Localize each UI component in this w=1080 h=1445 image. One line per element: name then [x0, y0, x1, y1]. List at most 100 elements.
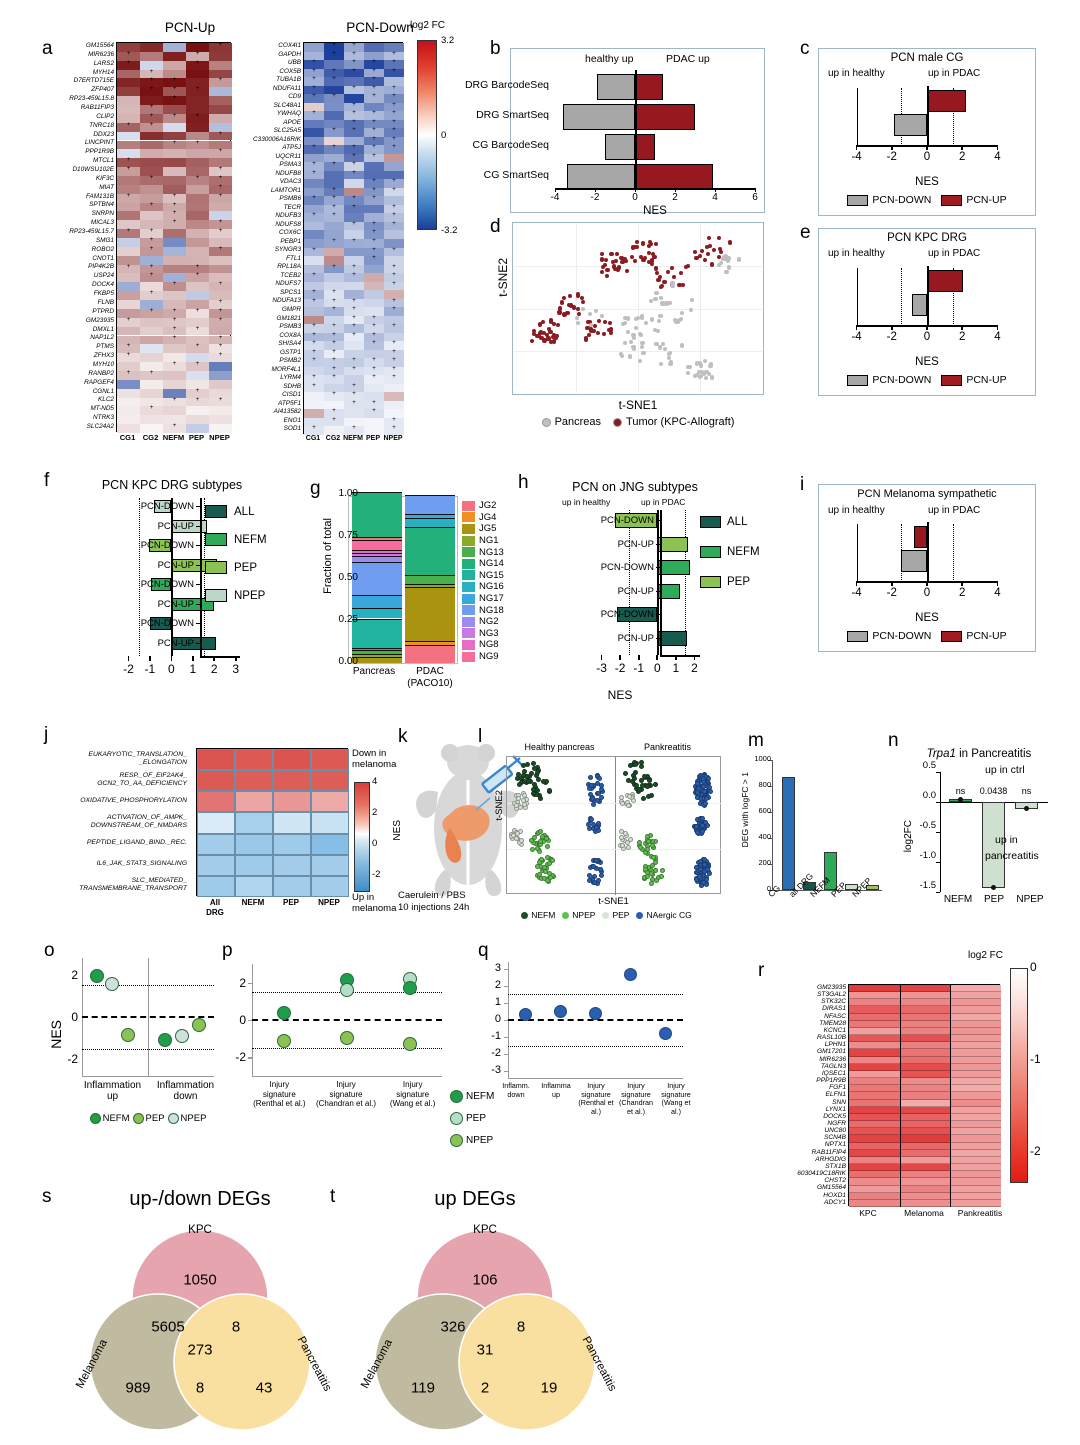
panel-label-s: s: [42, 1186, 52, 1207]
gene-label: FTL1: [286, 254, 301, 262]
heatmap-cell: [344, 230, 364, 239]
heatmap-cell: [304, 68, 324, 78]
heatmap-cell: [384, 204, 404, 214]
heatmap-cell: [849, 1171, 900, 1179]
data-point: [583, 337, 588, 342]
gene-label: NDUFS8: [275, 220, 301, 228]
y-tick: [504, 985, 508, 988]
heatmap-cell: [186, 326, 209, 336]
data-point: [618, 828, 624, 834]
stack-segment-pdac: [405, 641, 455, 646]
legend-label: NPEP: [466, 1135, 494, 1146]
heatmap-cell: [117, 96, 140, 106]
heatmap-cell: [344, 119, 364, 129]
data-point: [618, 794, 624, 800]
panel-l-right-title: Pankreatitis: [643, 742, 692, 752]
significance-marker: +: [312, 382, 316, 389]
threshold-line: [953, 88, 955, 146]
heatmap-cell: [209, 264, 232, 274]
significance-marker: +: [195, 263, 200, 270]
heatmap-cell: [384, 43, 404, 52]
category-label: DRG SmartSeq: [476, 109, 549, 121]
heatmap-cell: [163, 335, 186, 345]
legend-swatch: [847, 630, 869, 642]
stack-segment-pancreas: [352, 491, 402, 537]
significance-marker: +: [332, 374, 336, 381]
data-point: [576, 321, 581, 326]
legend-swatch: [700, 546, 721, 558]
significance-marker: +: [149, 121, 154, 128]
heatmap-cell: [950, 1013, 1001, 1021]
heatmap-cell: [364, 128, 384, 137]
significance-marker: +: [392, 340, 396, 347]
significance-marker: +: [352, 382, 356, 389]
x-tick: [996, 325, 999, 330]
stack-segment-pdac: [405, 517, 455, 527]
data-point: [692, 250, 697, 255]
panel-a-heatmap-up: + + + + + + + + + + + + + + + + + + + + + + + + + + + + + + + + + + + + + + + +…: [116, 42, 232, 433]
data-point: [594, 308, 599, 313]
heatmap-cell: [344, 187, 364, 197]
significance-marker: +: [352, 118, 356, 125]
stack-segment-pdac: [405, 574, 455, 585]
heatmap-cell: [324, 256, 344, 265]
heatmap-cell: [950, 1056, 1001, 1064]
y-tick: [768, 812, 772, 814]
heatmap-cell: [324, 290, 344, 299]
heatmap-cell: [384, 239, 404, 248]
heatmap-cell: [235, 854, 273, 876]
data-point: [648, 240, 653, 245]
heatmap-cell: [324, 128, 344, 137]
significance-marker: +: [332, 93, 336, 100]
heatmap-cell: [899, 1035, 951, 1043]
data-point: [652, 867, 658, 873]
data-point: [991, 885, 996, 891]
y-tick: [504, 1002, 508, 1005]
heatmap-cell: [384, 281, 404, 291]
heatmap-cell: [117, 149, 140, 159]
heatmap-cell: [163, 353, 186, 363]
significance-marker: +: [218, 307, 223, 314]
heatmap-cell: [324, 332, 344, 342]
heatmap-cell: [163, 60, 186, 70]
heatmap-cell: [324, 102, 344, 112]
heatmap-cell: [163, 220, 186, 230]
heatmap-cell: [344, 290, 364, 299]
threshold-line: [82, 1048, 214, 1050]
data-point: [552, 339, 557, 344]
heatmap-cell: [186, 105, 209, 114]
heatmap-cell: [324, 213, 344, 222]
legend-swatch: [462, 512, 475, 523]
heatmap-cell: [899, 1106, 951, 1114]
gene-label: RASL10B: [817, 1034, 846, 1042]
heatmap-cell: [364, 247, 384, 257]
column-divider: [899, 985, 901, 1207]
heatmap-cell: [304, 375, 324, 384]
heatmap-cell: [849, 1070, 900, 1079]
heatmap-cell: [849, 1142, 900, 1150]
heatmap-cell: [186, 193, 209, 203]
column-label: PEP: [365, 435, 380, 442]
data-point: [575, 292, 581, 297]
significance-marker: +: [352, 127, 356, 134]
x-tick: [170, 656, 173, 661]
grid-line: [507, 849, 722, 850]
heatmap-cell: [344, 136, 364, 146]
significance-marker: +: [126, 121, 131, 128]
significance-marker: +: [352, 238, 356, 244]
data-point: [531, 332, 536, 337]
significance-marker: +: [352, 67, 356, 74]
data-point: [627, 354, 633, 359]
row-label: RESP._OF_EIF2AK4_ GCN2_TO_AA_DEFICIENCY: [97, 771, 187, 787]
significance-marker: +: [172, 192, 177, 199]
data-point: [597, 866, 603, 872]
data-point: [631, 335, 636, 341]
significance-marker: +: [372, 178, 376, 185]
legend-label: NG13: [479, 546, 504, 558]
heatmap-cell: [209, 308, 232, 318]
heatmap-cell: [140, 87, 163, 97]
heatmap-cell: [364, 68, 384, 78]
data-point: [706, 235, 711, 241]
significance-marker: +: [195, 307, 200, 314]
legend-swatch: [847, 194, 869, 206]
